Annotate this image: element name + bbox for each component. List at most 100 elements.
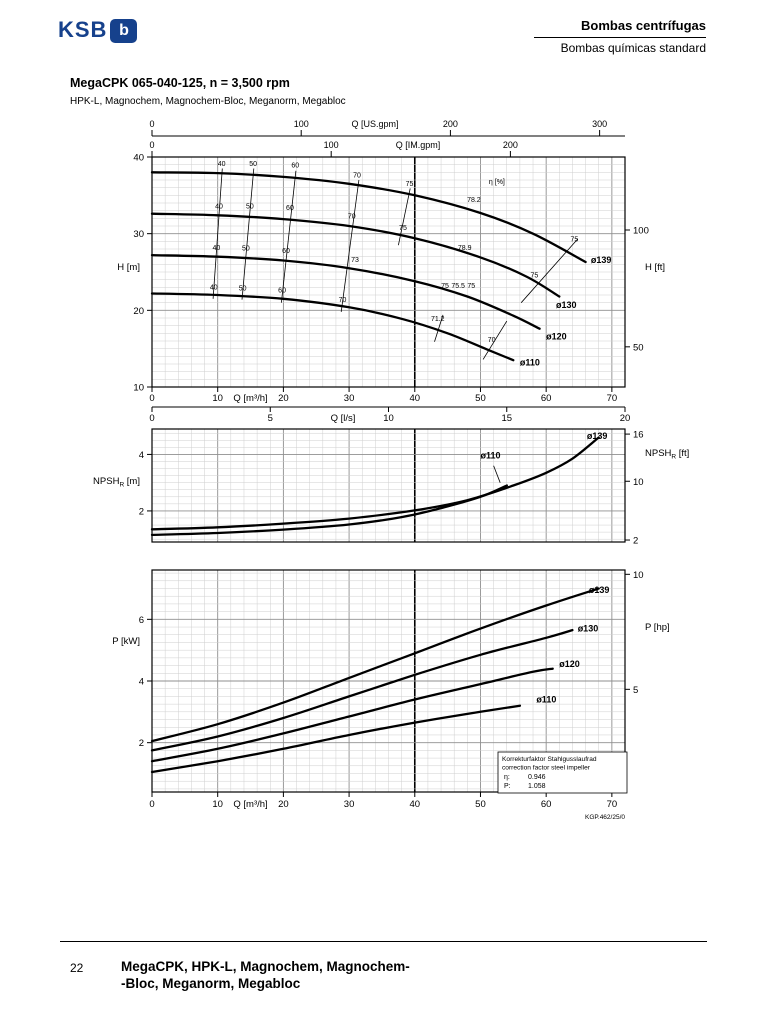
ls-tick-label: 15	[501, 413, 512, 424]
efficiency-contour	[241, 168, 255, 300]
y-tick-label: 4	[139, 450, 144, 461]
axis-label-imgpm: Q [IM.gpm]	[396, 140, 441, 150]
efficiency-label: 50	[246, 203, 254, 210]
curve-ø110	[150, 292, 515, 362]
efficiency-label: 60	[286, 205, 294, 212]
x-tick-label: 10	[212, 393, 223, 404]
y-tick-label: 10	[133, 383, 144, 394]
axis-label-q-m3h: Q [m³/h]	[233, 393, 267, 404]
efficiency-label: 75	[406, 181, 414, 188]
power-chart: ø139 ø130 ø120 ø110 2 4 6 10 5 P [kW] P [hp] 0 10 20 3…	[112, 569, 670, 810]
x-tick-label: 50	[475, 393, 486, 404]
efficiency-label: 40	[218, 161, 226, 168]
label-leader-line	[493, 465, 501, 483]
title-block: MegaCPK 065-040-125, n = 3,500 rpm HPK-L…	[70, 76, 346, 107]
imgpm-tick-label: 200	[503, 140, 518, 150]
y-tick-label: 40	[133, 153, 144, 164]
footer-series-line1: MegaCPK, HPK-L, Magnochem, Magnochem-	[121, 959, 410, 974]
x-tick-label: 30	[344, 799, 355, 810]
curve-ø120	[150, 667, 554, 763]
curve-ø139	[150, 171, 587, 264]
header-titles: Bombas centrífugas Bombas químicas stand…	[416, 18, 706, 55]
efficiency-label: 60	[291, 163, 299, 170]
efficiency-label: 40	[212, 245, 220, 252]
curve-ø139	[150, 436, 600, 531]
axis-label-h-m: H [m]	[117, 262, 140, 273]
usgpm-tick-label: 0	[149, 119, 154, 129]
correction-eta-value: 0.946	[528, 774, 546, 781]
efficiency-contour	[281, 170, 297, 303]
x-tick-label: 50	[475, 799, 486, 810]
y-right-tick-label: 10	[633, 477, 644, 488]
y-right-tick-label: 100	[633, 225, 649, 236]
footer-series-line2: -Bloc, Meganorm, Megabloc	[121, 976, 301, 991]
impeller-diameter-label: ø110	[480, 451, 500, 461]
correction-box-line2: correction factor steel impeller	[502, 765, 591, 772]
efficiency-label: 40	[210, 285, 218, 292]
usgpm-tick-label: 300	[592, 119, 607, 129]
y-tick-label: 2	[139, 506, 144, 517]
impeller-diameter-label: ø139	[587, 431, 608, 441]
axis-label-q-m3h: Q [m³/h]	[233, 799, 267, 810]
correction-eta-label: η:	[504, 774, 510, 781]
x-tick-label: 20	[278, 799, 289, 810]
axis-label-q-ls: Q [l/s]	[331, 413, 356, 424]
doc-subcategory: Bombas químicas standard	[560, 41, 706, 55]
efficiency-label: 40	[215, 203, 223, 210]
ksb-logo-mark: b	[110, 19, 138, 43]
impeller-diameter-label: ø139	[589, 585, 610, 595]
x-tick-label: 40	[409, 393, 420, 404]
efficiency-contour	[212, 168, 223, 299]
correction-p-value: 1.058	[528, 783, 546, 790]
efficiency-label: 70	[348, 213, 356, 220]
y-right-tick-label: 50	[633, 342, 644, 353]
usgpm-tick-label: 200	[443, 119, 458, 129]
curve-ø130	[150, 212, 561, 298]
axis-label-p-hp: P [hp]	[645, 622, 670, 633]
ls-axis: 0 5 10 15 20 Q [l/s]	[149, 406, 630, 424]
y-right-tick-label: 2	[633, 536, 638, 547]
impeller-diameter-label: ø130	[556, 300, 577, 310]
pump-series-list: HPK-L, Magnochem, Magnochem-Bloc, Megano…	[70, 96, 346, 107]
ksb-logo-text: KSB	[58, 17, 108, 42]
y-tick-label: 30	[133, 229, 144, 240]
curve-ø120	[150, 253, 541, 330]
impeller-diameter-label: ø130	[578, 624, 599, 634]
y-right-tick-label: 16	[633, 430, 644, 441]
efficiency-label: 70	[353, 173, 361, 180]
impeller-diameter-label: ø110	[520, 358, 540, 368]
impeller-diameter-label: ø110	[536, 695, 556, 705]
curve-ø130	[150, 628, 574, 752]
correction-box-line1: Korrekturfaktor Stahlgusslaufrad	[502, 756, 597, 763]
page-number: 22	[70, 961, 84, 975]
y-tick-label: 2	[139, 738, 144, 749]
x-tick-label: 10	[212, 799, 223, 810]
efficiency-label: 70	[339, 297, 347, 304]
imgpm-tick-label: 0	[149, 140, 154, 150]
efficiency-label: 75.5	[451, 283, 465, 290]
axis-label-h-ft: H [ft]	[645, 262, 665, 273]
x-tick-label: 20	[278, 393, 289, 404]
efficiency-contour	[340, 179, 360, 312]
y-tick-label: 20	[133, 306, 144, 317]
pump-title: MegaCPK 065-040-125, n = 3,500 rpm	[70, 76, 290, 90]
efficiency-label: 50	[249, 161, 257, 168]
chart-grid	[151, 156, 626, 388]
curve-ø110	[150, 704, 522, 774]
header-divider	[534, 37, 706, 38]
efficiency-label: 75	[467, 283, 475, 290]
impeller-diameter-label: ø139	[591, 255, 612, 265]
correction-p-label: P:	[504, 783, 511, 790]
efficiency-label: 75	[399, 225, 407, 232]
efficiency-label: 73	[351, 257, 359, 264]
efficiency-label: 50	[242, 246, 250, 253]
x-tick-label: 60	[541, 393, 552, 404]
usgpm-tick-label: 100	[294, 119, 309, 129]
npsh-chart: ø139 ø110 2 4 16 10 2 NPSHR [m] NPSHR [ft]	[93, 428, 689, 547]
efficiency-label: 75	[571, 236, 579, 243]
footer-divider	[60, 941, 707, 942]
curve-ø139	[150, 587, 600, 743]
efficiency-label: 60	[282, 248, 290, 255]
ls-tick-label: 10	[383, 413, 394, 424]
imgpm-tick-label: 100	[324, 140, 339, 150]
